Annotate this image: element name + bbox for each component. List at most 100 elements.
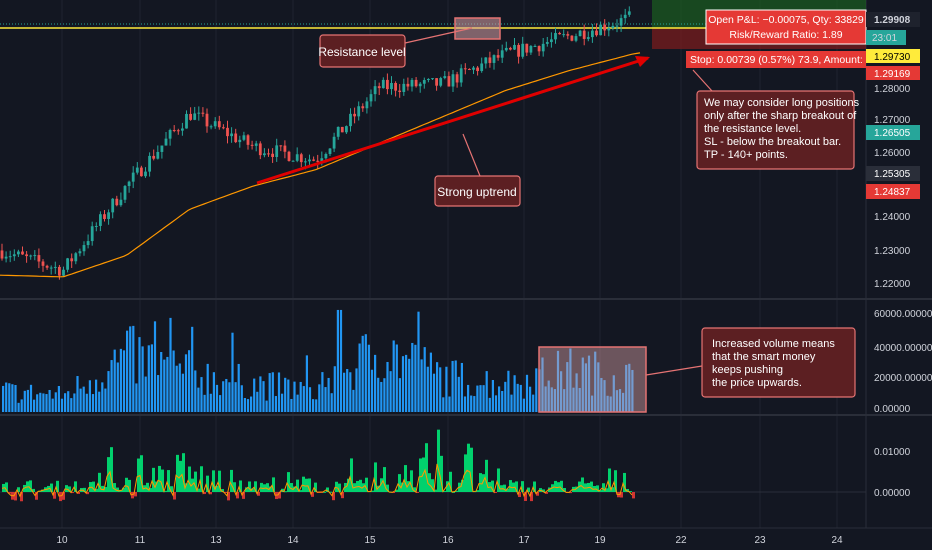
- candle[interactable]: [246, 134, 250, 150]
- candle[interactable]: [164, 131, 168, 146]
- candle[interactable]: [197, 106, 201, 121]
- candle[interactable]: [82, 241, 86, 256]
- candle[interactable]: [459, 64, 463, 87]
- candle[interactable]: [62, 266, 65, 278]
- time-axis[interactable]: 10 11 13 14 15 16 17 19 22 23 24: [56, 535, 843, 546]
- candle[interactable]: [250, 140, 254, 150]
- candle[interactable]: [558, 31, 561, 35]
- candle[interactable]: [402, 78, 406, 96]
- candle[interactable]: [74, 252, 78, 265]
- candle[interactable]: [574, 33, 578, 43]
- candle[interactable]: [156, 145, 160, 160]
- candle[interactable]: [332, 132, 336, 153]
- resistance-highlight-box[interactable]: [454, 17, 501, 40]
- candle[interactable]: [222, 124, 225, 130]
- candle[interactable]: [267, 148, 270, 157]
- candle[interactable]: [566, 31, 570, 40]
- candle[interactable]: [90, 221, 94, 246]
- price-axis[interactable]: 1.29908 23:01 1.29730 1.29169 1.28000 1.…: [866, 12, 920, 290]
- candle[interactable]: [328, 147, 332, 156]
- candle[interactable]: [365, 97, 369, 114]
- candle[interactable]: [513, 38, 516, 50]
- candle[interactable]: [127, 180, 131, 193]
- candle[interactable]: [193, 106, 197, 121]
- candle[interactable]: [455, 71, 459, 88]
- candle[interactable]: [86, 234, 90, 249]
- candle[interactable]: [550, 32, 553, 48]
- candle[interactable]: [258, 141, 262, 160]
- candle[interactable]: [21, 246, 24, 255]
- candle[interactable]: [439, 76, 443, 88]
- candle[interactable]: [509, 46, 512, 51]
- candle[interactable]: [283, 140, 287, 159]
- candle[interactable]: [299, 152, 303, 168]
- candlestick-series[interactable]: [0, 6, 631, 280]
- candle[interactable]: [468, 68, 471, 71]
- candle[interactable]: [619, 14, 623, 32]
- candle[interactable]: [99, 211, 102, 232]
- candle[interactable]: [205, 108, 209, 133]
- candle[interactable]: [591, 24, 594, 43]
- candle[interactable]: [541, 38, 545, 57]
- candle[interactable]: [582, 24, 586, 46]
- candle[interactable]: [279, 145, 283, 152]
- candle[interactable]: [226, 120, 229, 144]
- candle[interactable]: [611, 22, 615, 31]
- candle[interactable]: [33, 250, 37, 261]
- candle[interactable]: [599, 21, 602, 36]
- candle[interactable]: [627, 6, 631, 17]
- candle[interactable]: [554, 27, 557, 44]
- candle[interactable]: [386, 73, 389, 95]
- candle[interactable]: [111, 197, 115, 219]
- candle[interactable]: [12, 249, 16, 261]
- uptrend-line[interactable]: [256, 56, 649, 185]
- candle[interactable]: [443, 71, 447, 80]
- candle[interactable]: [492, 54, 496, 70]
- candle[interactable]: [0, 243, 4, 261]
- candle[interactable]: [94, 222, 98, 232]
- volume-highlight-box[interactable]: [538, 346, 647, 413]
- candle[interactable]: [504, 41, 508, 52]
- candle[interactable]: [480, 57, 484, 73]
- candle[interactable]: [390, 76, 393, 95]
- candle[interactable]: [377, 82, 381, 96]
- candle[interactable]: [45, 264, 49, 270]
- candle[interactable]: [135, 162, 139, 175]
- candle[interactable]: [172, 125, 176, 133]
- candle[interactable]: [476, 65, 479, 76]
- candle[interactable]: [472, 65, 475, 74]
- candle[interactable]: [275, 138, 279, 162]
- candle[interactable]: [25, 251, 28, 263]
- candle[interactable]: [623, 8, 627, 24]
- candle[interactable]: [78, 248, 82, 257]
- candle[interactable]: [291, 160, 295, 162]
- candle[interactable]: [4, 251, 8, 263]
- candle[interactable]: [431, 78, 434, 80]
- candle[interactable]: [381, 77, 385, 89]
- candle[interactable]: [607, 21, 611, 37]
- candle[interactable]: [578, 29, 582, 37]
- candle[interactable]: [349, 108, 352, 132]
- candle[interactable]: [316, 154, 320, 169]
- candle[interactable]: [537, 45, 541, 56]
- oscillator-area[interactable]: [2, 429, 635, 502]
- candle[interactable]: [603, 19, 607, 36]
- resistance-callout[interactable]: [319, 34, 406, 68]
- candle[interactable]: [181, 122, 184, 136]
- candle[interactable]: [217, 115, 221, 130]
- candle[interactable]: [521, 36, 525, 59]
- candle[interactable]: [336, 126, 340, 140]
- candle[interactable]: [435, 77, 438, 91]
- candle[interactable]: [17, 249, 20, 258]
- candle[interactable]: [160, 145, 164, 159]
- candle[interactable]: [230, 127, 233, 143]
- candle[interactable]: [189, 107, 192, 121]
- candle[interactable]: [353, 107, 356, 124]
- moving-average-line[interactable]: [0, 52, 641, 278]
- candle[interactable]: [287, 150, 291, 162]
- candle[interactable]: [517, 43, 520, 64]
- candle[interactable]: [345, 125, 348, 135]
- candle[interactable]: [340, 126, 344, 133]
- candle[interactable]: [8, 250, 12, 263]
- candle[interactable]: [312, 156, 315, 162]
